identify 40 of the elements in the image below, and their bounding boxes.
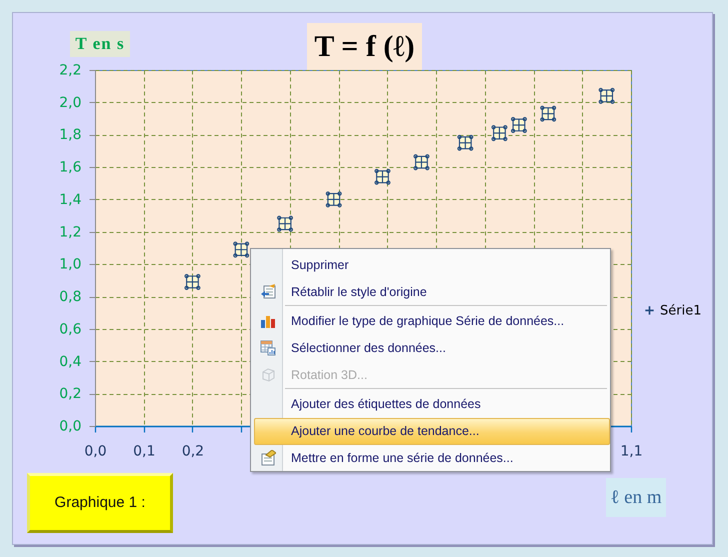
x-axis-title: ℓ en m: [606, 478, 666, 517]
annotation: Rétablir le style d'origine: [291, 284, 427, 301]
y-tick-label: 0,0: [59, 418, 82, 434]
point: [374, 168, 390, 185]
point: [414, 154, 430, 170]
x-tick-label: 0,1: [133, 444, 156, 460]
annotation: Ajouter des étiquettes de données: [291, 396, 481, 413]
x-tick-label: 0,0: [84, 444, 107, 460]
y-tick-label: 1,2: [59, 224, 82, 240]
y-axis-title: T en s: [70, 31, 130, 57]
y-tick-label: 0,4: [59, 354, 82, 370]
y-tick-label: 1,6: [59, 160, 82, 176]
point: [491, 125, 508, 142]
text: Graphique 1 :: [27, 473, 173, 533]
point: [457, 134, 474, 151]
y-tick-label: 2,2: [59, 62, 82, 78]
chart-title: T = f (ℓ): [307, 23, 422, 70]
y-tick-label: 1,0: [59, 256, 82, 273]
text: Mettre en forme une série de données...: [291, 450, 514, 467]
point: [277, 216, 293, 232]
point: [540, 106, 556, 122]
x-tick-label: 0,2: [182, 444, 204, 460]
y-tick-label: 2,0: [59, 94, 82, 111]
y-tick-label: 0,6: [59, 321, 82, 338]
point: [598, 88, 615, 104]
y-tick-label: 0,2: [59, 386, 82, 402]
annotation: Sélectionner des données...: [291, 340, 446, 357]
y-tick-label: 1,4: [59, 192, 82, 208]
annotation: Supprimer: [291, 257, 349, 274]
point: [326, 191, 342, 208]
y-tick-label: 0,8: [59, 289, 82, 306]
annotation: Ajouter une courbe de tendance...: [291, 423, 480, 440]
annotation: Modifier le type de graphique Série de données...: [291, 313, 564, 330]
annotation: Rotation 3D...: [291, 367, 368, 384]
legend-label: Série1: [660, 303, 702, 318]
point: [233, 242, 250, 258]
y-tick-label: 1,8: [59, 127, 82, 144]
x-tick-label: 1,1: [620, 444, 643, 460]
point: [184, 274, 200, 290]
point: [510, 117, 527, 133]
